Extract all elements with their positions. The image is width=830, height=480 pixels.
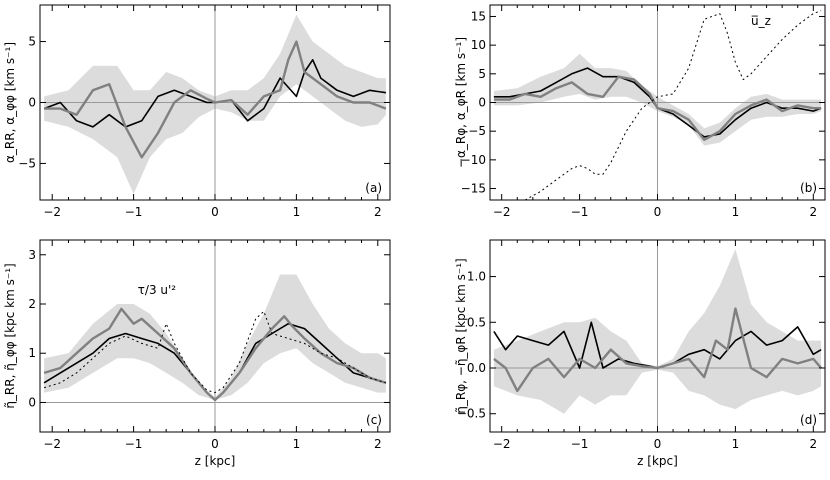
x-tick-label: 1	[732, 205, 740, 219]
panel-tag: (d)	[800, 413, 817, 427]
series-line-gray	[44, 40, 387, 159]
x-tick-label: −1	[571, 437, 589, 451]
y-tick-label: 5	[28, 35, 36, 49]
x-tick-label: 2	[809, 437, 817, 451]
panel-c: −2 −1 0 1 2 0 1 2 3 (c) η̃_RR, η̃_φφ [kpc km s⁻¹] z…	[3, 239, 391, 468]
panel-tag: (c)	[366, 413, 382, 427]
y-tick-label: 10	[471, 38, 486, 52]
y-tick-label: 0	[478, 96, 486, 110]
series-line-gray	[493, 75, 822, 141]
annotation-uz: u̅_z	[751, 14, 771, 28]
y-tick-label: 3	[28, 248, 36, 262]
y-tick-label: 0.5	[467, 315, 486, 329]
uncertainty-band	[493, 249, 822, 414]
x-tick-label: −1	[571, 205, 589, 219]
y-tick-label: 5	[478, 67, 486, 81]
x-tick-label: 1	[293, 205, 301, 219]
x-tick-label: 1	[732, 437, 740, 451]
panel-tag: (b)	[800, 181, 817, 195]
panel-d: −2 −1 0 1 2 −0.5 0.0 0.5 1.0 (d) η̃_Rφ, −η̃_φR [kp…	[454, 239, 826, 468]
panel-tag: (a)	[365, 181, 382, 195]
y-tick-label: 0	[28, 96, 36, 110]
y-tick-label: −5	[18, 156, 36, 170]
y-tick-label: 0	[28, 395, 36, 409]
x-axis-label: z [kpc]	[195, 454, 236, 468]
x-tick-label: −2	[43, 205, 61, 219]
y-axis-label: η̃_RR, η̃_φφ [kpc km s⁻¹]	[3, 263, 17, 408]
y-tick-label: −0.5	[457, 407, 486, 421]
x-tick-label: 2	[809, 205, 817, 219]
y-tick-label: 1	[28, 346, 36, 360]
x-axis-label: z [kpc]	[637, 454, 678, 468]
y-tick-label: 15	[471, 9, 486, 23]
y-axis-label: η̃_Rφ, −η̃_φR [kpc km s⁻¹]	[454, 258, 468, 413]
y-tick-label: −15	[461, 182, 486, 196]
y-axis-label: α_RR, α_φφ [km s⁻¹]	[3, 42, 17, 163]
x-tick-label: −2	[43, 437, 61, 451]
plot-area	[490, 5, 825, 200]
y-tick-label: −5	[468, 124, 486, 138]
y-tick-label: −10	[461, 153, 486, 167]
x-tick-label: −2	[493, 205, 511, 219]
plot-area	[490, 240, 825, 432]
plot-area	[40, 240, 390, 432]
annotation-tau: τ/3 u'²	[138, 283, 177, 297]
x-tick-label: −1	[125, 437, 143, 451]
plot-area	[40, 5, 390, 200]
uncertainty-band	[44, 274, 386, 400]
series-line-gray	[43, 307, 387, 402]
x-tick-label: 2	[374, 205, 382, 219]
y-tick-label: 0.0	[467, 361, 486, 375]
x-tick-label: −1	[125, 205, 143, 219]
x-tick-label: 1	[293, 437, 301, 451]
panel-a: −2 −1 0 1 2 −5 0 5 (a) α_RR, α_φφ [km s⁻¹]	[3, 4, 391, 219]
x-tick-label: 0	[211, 205, 219, 219]
x-tick-label: 2	[374, 437, 382, 451]
x-tick-label: 0	[211, 437, 219, 451]
y-axis-label: −α_Rφ, α_φR [km s⁻¹]	[454, 37, 468, 168]
x-tick-label: 0	[654, 205, 662, 219]
y-tick-label: 2	[28, 297, 36, 311]
x-tick-label: −2	[493, 437, 511, 451]
x-tick-label: 0	[654, 437, 662, 451]
y-tick-label: 1.0	[467, 270, 486, 284]
series-line-gray	[493, 307, 823, 393]
series-line-dashed	[43, 310, 387, 394]
